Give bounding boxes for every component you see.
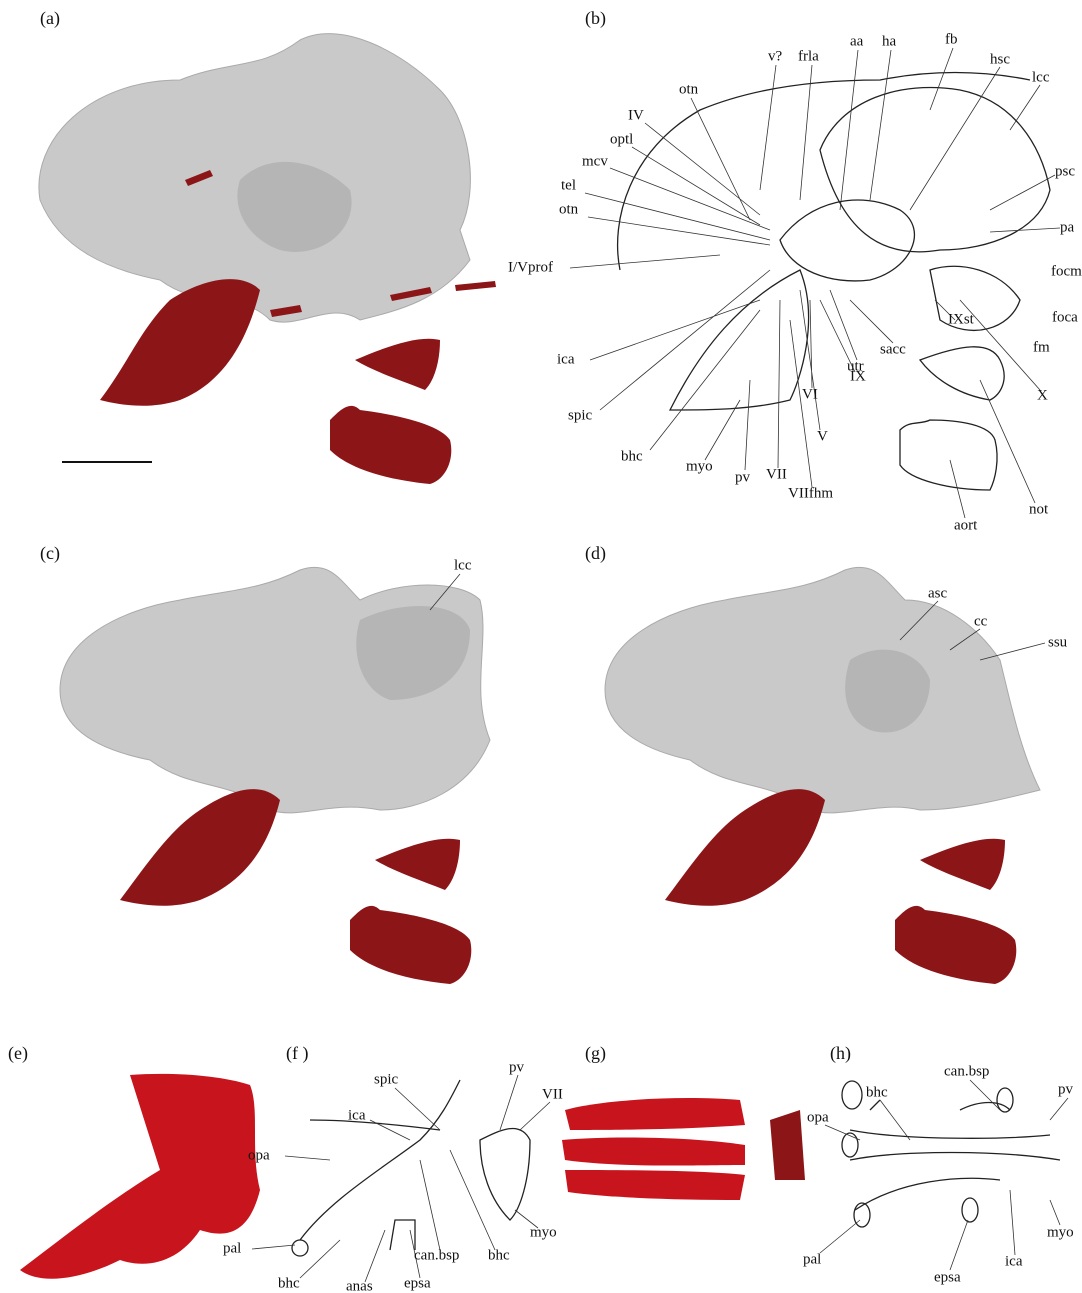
annotation: ha [882,33,897,49]
annotation: VIIfhm [788,485,833,501]
annotation: spic [568,407,593,423]
annotation: frla [798,48,819,64]
annotation: psc [1055,163,1075,179]
annotation: focm [1051,263,1082,279]
annotation: ica [1005,1253,1023,1269]
annotation: aa [850,33,864,49]
annotation: optl [610,131,633,147]
annotation: pal [803,1251,821,1267]
annotation: IX [850,368,866,384]
panel-c-render [60,567,490,984]
panel-label: (c) [40,543,60,564]
annotation: ica [348,1107,366,1123]
annotation: VII [542,1086,563,1102]
annotation: pal [223,1240,241,1256]
annotation: IV [628,107,644,123]
annotation: myo [530,1224,557,1240]
annotation: myo [1047,1224,1074,1240]
annotation: VII [766,466,787,482]
annotation: not [1029,501,1049,517]
annotation: pv [735,469,751,485]
annotation: VI [802,386,818,402]
panel-d-render [605,567,1045,984]
panel-label: (h) [830,1043,851,1064]
annotation: fb [945,31,958,47]
annotation: pa [1060,219,1075,235]
panel-a-render [39,34,496,484]
annotation: bhc [866,1084,888,1100]
panel-label: (e) [8,1043,28,1064]
panel-label: (a) [40,8,60,29]
annotation: fm [1033,339,1050,355]
annotation: asc [928,585,947,601]
annotation: anas [346,1278,373,1293]
annotation: bhc [278,1275,300,1291]
annotation: epsa [934,1269,961,1285]
annotation: pv [1058,1081,1074,1097]
annotation: X [1037,387,1048,403]
annotation: bhc [621,448,643,464]
annotation: I/Vprof [508,259,553,275]
panel-g-render [562,1098,805,1200]
annotation: otn [559,201,579,217]
panel-label: (f ) [286,1043,308,1064]
panel-h-drawing [820,1080,1068,1270]
panel-label: (g) [585,1043,606,1064]
annotation: v? [768,48,783,64]
annotation: ssu [1048,634,1068,650]
annotation: bhc [488,1247,510,1263]
panel-label: (b) [585,8,606,29]
annotation: hsc [990,51,1010,67]
annotation: aort [954,517,978,533]
annotation: pv [509,1059,525,1075]
annotation: lcc [1032,69,1050,85]
annotation: spic [374,1071,399,1087]
annotation: myo [686,458,713,474]
annotation: cc [974,613,988,629]
annotation: epsa [404,1275,431,1291]
panel-b-drawing [618,73,1050,491]
annotation: sacc [880,341,906,357]
annotation: can.bsp [414,1247,459,1263]
annotation: foca [1052,309,1078,325]
annotation: tel [561,177,576,193]
annotation: V [817,428,828,444]
annotation: ica [557,351,575,367]
annotation: IXst [948,311,975,327]
panel-label: (d) [585,543,606,564]
annotation: opa [807,1109,829,1125]
annotation: mcv [582,153,608,169]
figure: {"panels": [ {"label": "(a)"}, {"label":… [0,0,1082,1293]
annotation: can.bsp [944,1063,989,1079]
annotation: opa [248,1147,270,1163]
annotation: lcc [454,557,472,573]
annotation: otn [679,81,699,97]
